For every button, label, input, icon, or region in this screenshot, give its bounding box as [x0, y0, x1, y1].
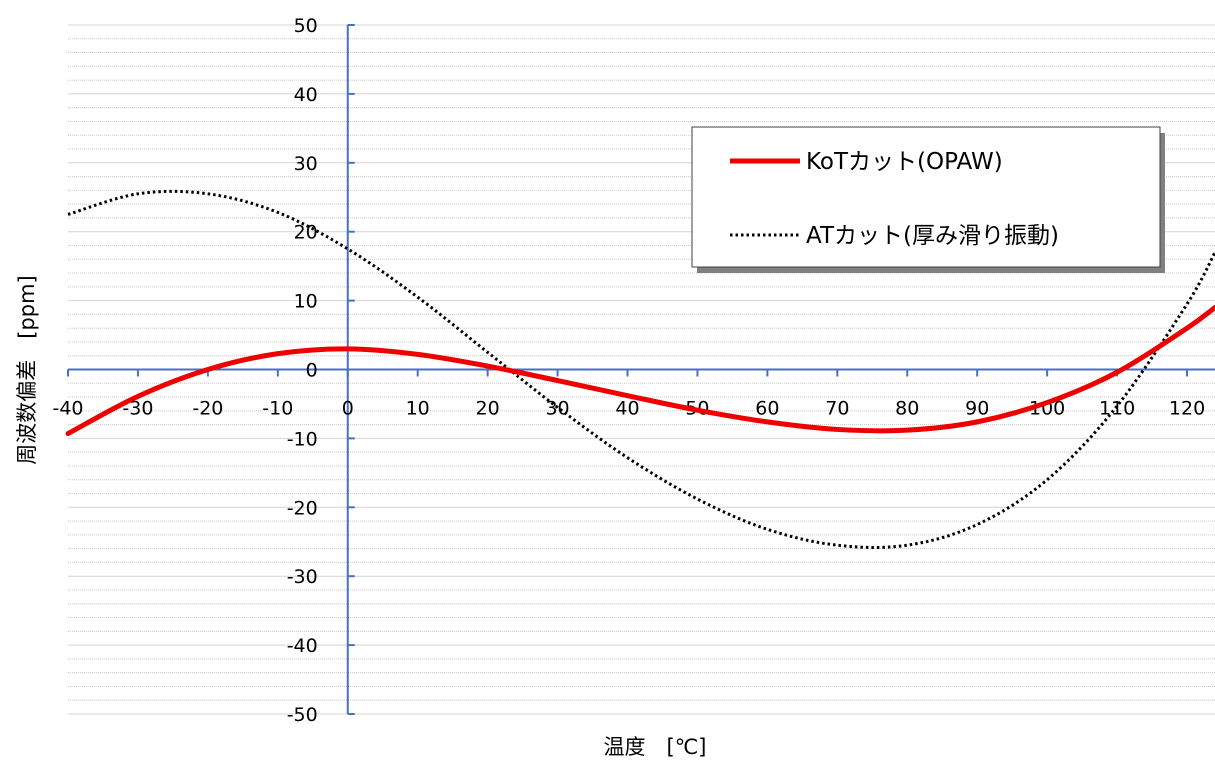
series-line-kot [65, 304, 1215, 437]
x-tick-label: 10 [406, 398, 430, 420]
x-tick-label: 20 [476, 398, 500, 420]
x-tick-label: -40 [52, 398, 83, 420]
y-tick-labels: 50 40 30 20 10 0 -10 -20 -30 -40 -50 [287, 15, 318, 726]
x-tick-label: 100 [1029, 398, 1065, 420]
y-tick-label: 30 [294, 153, 318, 175]
x-tick-label: 120 [1169, 398, 1205, 420]
y-tick-label: 50 [294, 15, 318, 37]
y-tick-label: -50 [287, 704, 318, 726]
y-axis-title: 周波数偏差 [ppm] [15, 275, 39, 465]
legend-box [691, 126, 1161, 268]
y-tick-label: 40 [294, 84, 318, 106]
x-tick-label: 40 [615, 398, 639, 420]
legend-label-at: ATカット(厚み滑り振動) [806, 223, 1059, 249]
x-tick-label: 60 [755, 398, 779, 420]
x-tick-label: 90 [965, 398, 989, 420]
axes [67, 24, 1215, 715]
x-tick-label: -10 [262, 398, 293, 420]
y-tick-label: 10 [294, 291, 318, 313]
x-tick-label: 80 [895, 398, 919, 420]
x-tick-label: 70 [825, 398, 849, 420]
legend-label-kot: KoTカット(OPAW) [806, 149, 1003, 175]
y-tick-label: -40 [287, 635, 318, 657]
legend: KoTカット(OPAW) ATカット(厚み滑り振動) [691, 126, 1165, 273]
y-tick-label: -30 [287, 566, 318, 588]
y-tick-label: 20 [294, 222, 318, 244]
y-tick-label: -20 [287, 497, 318, 519]
x-tick-label: 0 [342, 398, 354, 420]
series-line-at [67, 189, 1215, 549]
y-tick-label: -10 [287, 428, 318, 450]
x-tick-label: 110 [1099, 398, 1135, 420]
x-tick-label: -20 [192, 398, 223, 420]
x-tick-label: -30 [122, 398, 153, 420]
series-lines [65, 189, 1215, 549]
x-axis-title: 温度 [℃] [604, 735, 707, 759]
y-tick-label: 0 [306, 360, 318, 382]
